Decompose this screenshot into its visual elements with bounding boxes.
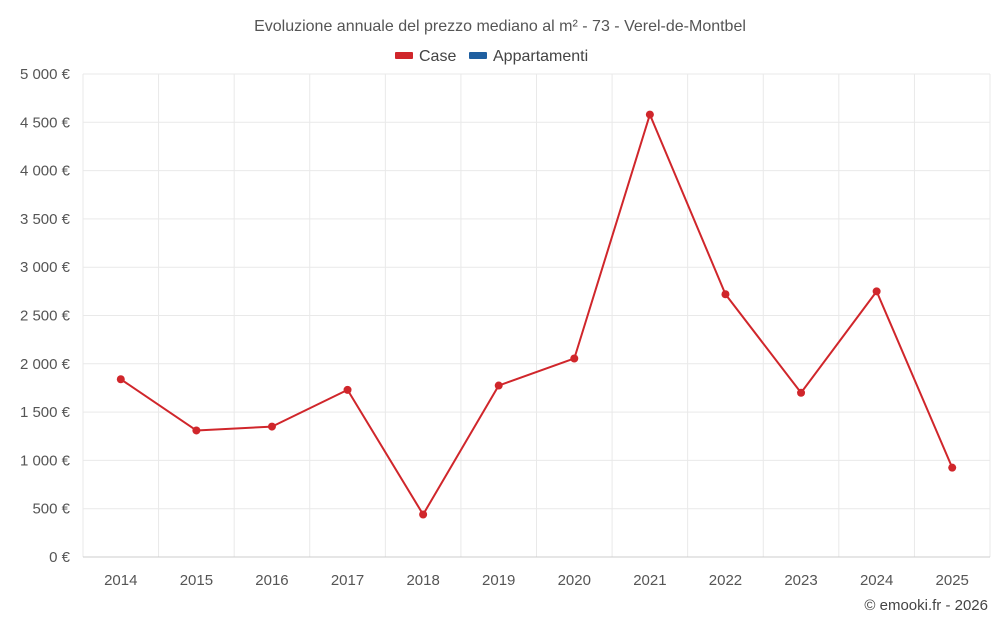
y-tick-label: 3 500 € bbox=[20, 211, 71, 228]
credit-text: © emooki.fr - 2026 bbox=[864, 597, 988, 614]
x-axis-ticks: 2014 2015 2016 2017 2018 2019 2020 2021 2022 2023… bbox=[104, 572, 969, 589]
y-tick-label: 5 000 € bbox=[20, 66, 71, 83]
data-point[interactable] bbox=[116, 375, 125, 384]
x-tick-label: 2023 bbox=[784, 572, 817, 589]
data-point[interactable] bbox=[419, 510, 428, 519]
legend: Case Appartamenti bbox=[395, 48, 588, 65]
x-tick-label: 2015 bbox=[180, 572, 213, 589]
legend-label-appartamenti: Appartamenti bbox=[493, 48, 588, 65]
legend-item-appartamenti[interactable]: Appartamenti bbox=[469, 48, 588, 65]
y-tick-label: 1 500 € bbox=[20, 404, 71, 421]
data-point[interactable] bbox=[721, 290, 730, 299]
x-tick-label: 2014 bbox=[104, 572, 137, 589]
chart-title: Evoluzione annuale del prezzo mediano al… bbox=[254, 18, 746, 35]
series-line-case bbox=[120, 113, 954, 516]
x-tick-label: 2020 bbox=[558, 572, 591, 589]
data-point[interactable] bbox=[872, 287, 881, 296]
data-point[interactable] bbox=[192, 426, 201, 435]
x-tick-label: 2022 bbox=[709, 572, 742, 589]
data-point[interactable] bbox=[948, 463, 957, 472]
y-tick-label: 3 000 € bbox=[20, 259, 71, 276]
data-point[interactable] bbox=[494, 381, 503, 390]
x-tick-label: 2024 bbox=[860, 572, 893, 589]
data-point[interactable] bbox=[645, 110, 654, 119]
x-tick-label: 2018 bbox=[406, 572, 439, 589]
series-case bbox=[116, 110, 957, 519]
y-tick-label: 4 500 € bbox=[20, 114, 71, 131]
y-axis-ticks: 0 € 500 € 1 000 € 1 500 € 2 000 € 2 500 € 3 00… bbox=[20, 66, 71, 566]
y-tick-label: 2 500 € bbox=[20, 308, 71, 325]
x-tick-label: 2021 bbox=[633, 572, 666, 589]
x-tick-label: 2025 bbox=[936, 572, 969, 589]
x-tick-label: 2016 bbox=[255, 572, 288, 589]
data-point[interactable] bbox=[797, 388, 806, 397]
x-tick-label: 2019 bbox=[482, 572, 515, 589]
x-tick-label: 2017 bbox=[331, 572, 364, 589]
y-tick-label: 500 € bbox=[32, 501, 70, 518]
legend-item-case[interactable]: Case bbox=[395, 48, 456, 65]
y-tick-label: 1 000 € bbox=[20, 452, 71, 469]
data-point[interactable] bbox=[267, 422, 276, 431]
y-tick-label: 2 000 € bbox=[20, 356, 71, 373]
legend-swatch-case bbox=[395, 52, 413, 59]
data-point[interactable] bbox=[343, 385, 352, 394]
y-tick-label: 0 € bbox=[49, 549, 71, 566]
x-gridlines bbox=[82, 74, 991, 557]
legend-swatch-appartamenti bbox=[469, 52, 487, 59]
data-point[interactable] bbox=[570, 354, 579, 363]
y-tick-label: 4 000 € bbox=[20, 163, 71, 180]
legend-label-case: Case bbox=[419, 48, 456, 65]
